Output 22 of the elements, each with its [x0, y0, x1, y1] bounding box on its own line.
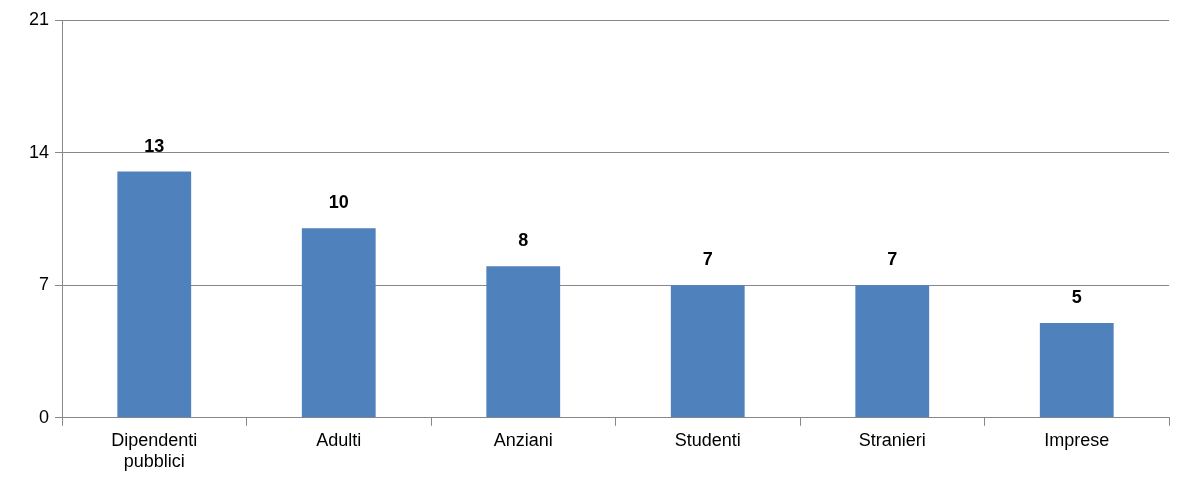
bar: [670, 285, 745, 418]
y-tick-label: 14: [28, 141, 49, 162]
bar: [486, 266, 561, 418]
y-tick-label: 7: [38, 274, 49, 295]
x-tick-label: Dipendenti pubblici: [111, 429, 198, 472]
data-label: 13: [144, 135, 165, 156]
bar: [117, 171, 192, 418]
bar: [855, 285, 930, 418]
bar: [301, 228, 376, 418]
data-label: 8: [518, 230, 529, 251]
data-label: 7: [702, 249, 713, 270]
data-label: 7: [887, 249, 898, 270]
x-tick-label: Stranieri: [858, 429, 926, 450]
data-label: 5: [1071, 287, 1082, 308]
x-tick-label: Imprese: [1044, 429, 1110, 450]
x-tick-label: Studenti: [674, 429, 741, 450]
x-tick-label: Adulti: [316, 429, 362, 450]
bar: [1039, 323, 1114, 418]
y-tick-label: 0: [38, 406, 49, 427]
data-label: 10: [328, 192, 349, 213]
y-tick-label: 21: [28, 8, 49, 29]
x-tick-label: Anziani: [493, 429, 553, 450]
